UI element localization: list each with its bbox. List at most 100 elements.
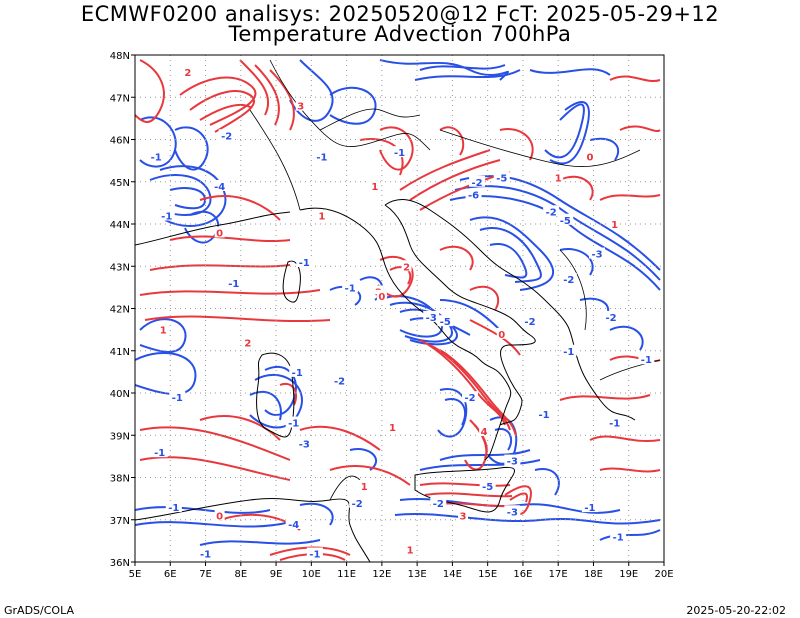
y-tick-label: 40N [110,389,130,400]
contour-value-label: -4 [214,182,225,193]
contour-label-bg [603,310,620,322]
contour-value-label: 0 [586,152,593,163]
contour-value-label: -1 [613,533,624,544]
software-credit: GrADS/COLA [4,604,74,617]
contour-label-bg [296,437,313,449]
contour-value-label: -1 [200,550,211,561]
contour-label-bg [560,272,577,284]
contour-value-label: 1 [611,220,618,231]
contour-value-label: -1 [172,393,183,404]
contour-label-bg [225,277,242,289]
contour-value-label: -1 [563,347,574,358]
contour-value-label: -1 [309,550,320,561]
x-tick-label: 13E [408,569,427,580]
contour-labels: -12-2-4-10-11-12-1-10-13-11-11-2 -5-6-2-5… [148,65,655,561]
contour-label-bg [504,505,521,517]
contour-value-label: 0 [216,228,223,239]
contour-label-bg [218,129,235,141]
contour-label-bg [479,479,496,491]
contour-value-label: -1 [316,152,327,163]
greece-border [599,359,661,381]
contour-value-label: -1 [641,355,652,366]
contour-value-label: -2 [472,178,483,189]
contour-value-label: 0 [378,292,385,303]
y-tick-label: 38N [110,474,130,485]
contour-value-label: -2 [464,393,475,404]
contour-label-bg [504,454,521,466]
x-tick-label: 8E [234,569,247,580]
contour-label-bg [387,420,398,432]
contour-label-bg [521,315,538,327]
contour-label-bg [331,374,348,386]
contour-label-bg [437,315,454,327]
contour-label-bg [430,496,447,508]
contour-label-bg [457,509,468,521]
france-italy-border [249,109,301,211]
x-tick-label: 9E [270,569,283,580]
map-title: ECMWF0200 analisys: 20250520@12 FcT: 202… [80,2,720,26]
map-background [135,55,664,562]
contour-value-label: -2 [334,376,345,387]
contour-value-label: -2 [433,499,444,510]
balkan-border [559,249,587,331]
contour-value-label: -3 [591,250,602,261]
italy-east-coast [384,204,536,426]
x-tick-label: 6E [164,569,177,580]
contour-value-label: -3 [507,507,518,518]
contour-value-label: -1 [299,258,310,269]
y-tick-label: 36N [110,558,130,569]
contour-value-label: -1 [151,152,162,163]
contour-label-bg [285,517,302,529]
contour-label-bg [465,188,482,200]
contour-label-bg [359,479,370,491]
x-tick-label: 17E [549,569,568,580]
contour-label-bg [496,327,507,339]
contour-value-label: 0 [498,330,505,341]
contour-label-bg [469,175,486,187]
contour-value-label: -2 [524,317,535,328]
contour-value-label: -3 [507,457,518,468]
contour-label-bg [557,213,574,225]
contour-value-label: -1 [345,283,356,294]
contour-value-label: 2 [184,68,191,79]
contour-value-label: -1 [228,279,239,290]
swiss-border [319,108,421,131]
contour-value-label: -6 [468,190,479,201]
contour-value-label: -4 [288,520,299,531]
tunisia-border [329,475,361,501]
y-tick-label: 48N [110,51,130,62]
contour-label-bg [610,530,627,542]
contour-label-bg [391,146,408,158]
contour-label-bg [376,289,387,301]
contour-label-bg [609,218,620,229]
y-tick-label: 41N [110,347,130,358]
map-subtitle: Temperature Advection 700hPa [228,22,572,46]
contour-value-label: -2 [221,131,232,142]
contour-label-bg [588,247,605,259]
contour-value-label: -5 [560,216,571,227]
africa-coast [135,498,371,562]
contour-label-bg [211,179,228,191]
france-coast [135,211,291,246]
contour-value-label: -1 [161,212,172,223]
contour-label-bg [285,416,302,428]
contour-value-label: 2 [403,262,410,273]
contour-value-label: -1 [168,503,179,514]
contour-label-bg [342,281,359,293]
alpine-border [269,59,431,151]
contour-value-label: 4 [481,427,488,438]
contour-value-label: -2 [352,499,363,510]
balkan-coast [384,199,636,421]
contour-value-label: -1 [609,419,620,430]
contour-value-label: 3 [459,512,466,523]
x-tick-label: 14E [443,569,462,580]
contour-label-bg [158,209,175,221]
contour-label-bg [306,547,323,559]
contour-value-label: 1 [407,545,414,556]
contour-label-bg [606,416,623,428]
contour-value-label: -1 [584,503,595,514]
y-tick-label: 37N [110,516,130,527]
x-tick-label: 7E [199,569,212,580]
y-tick-label: 44N [110,220,130,231]
